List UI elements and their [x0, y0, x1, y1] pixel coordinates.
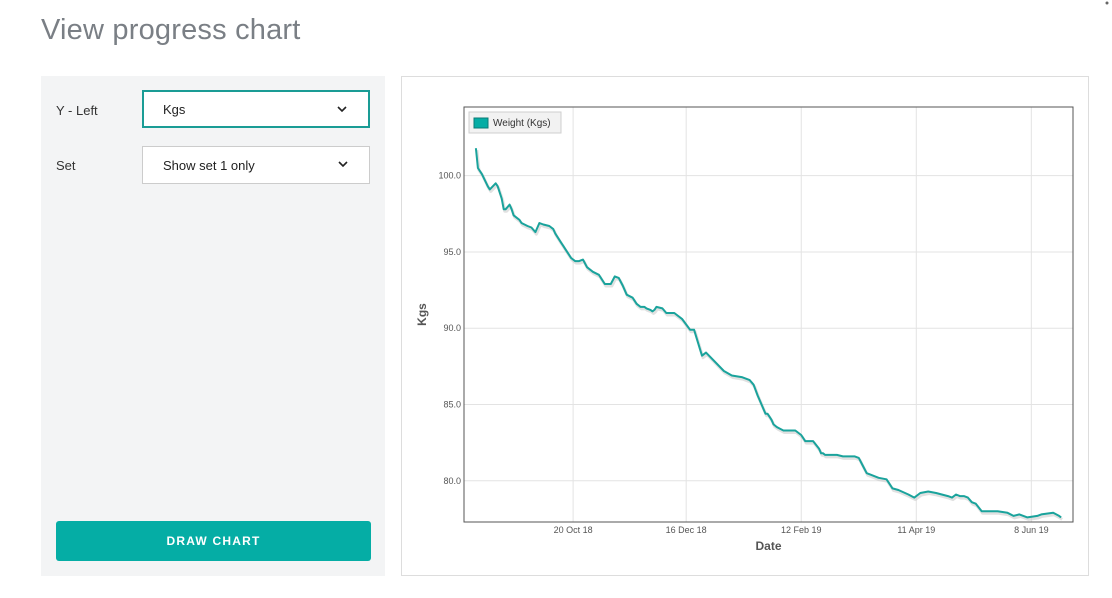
legend-swatch	[473, 117, 489, 129]
x-tick-label: 16 Dec 18	[666, 525, 707, 535]
y-tick-label: 90.0	[443, 323, 461, 333]
y-tick-label: 100.0	[438, 171, 461, 181]
y-left-select[interactable]: Kgs	[142, 90, 370, 128]
x-tick-label: 20 Oct 18	[554, 525, 593, 535]
legend-label: Weight (Kgs)	[493, 118, 551, 129]
chevron-down-icon	[337, 106, 347, 113]
chevron-down-icon	[338, 161, 348, 168]
series-line	[474, 148, 1062, 519]
corner-dot-icon	[1105, 1, 1109, 5]
x-tick-label: 11 Apr 19	[897, 525, 935, 535]
y-left-label: Y - Left	[56, 103, 98, 118]
chart-panel: 80.0 85.0 90.0 95.0 100.0 20 Oct 18 16 Dec 18 1…	[401, 76, 1089, 576]
y-tick-label: 80.0	[443, 476, 461, 486]
y-tick-label: 85.0	[443, 400, 461, 410]
chart-options-panel: Y - Left Kgs Set Show set 1 only DRAW CH…	[41, 76, 385, 576]
set-select[interactable]: Show set 1 only	[142, 146, 370, 184]
plot-frame	[463, 106, 1074, 523]
y-axis-label: Kgs	[415, 303, 429, 326]
page-title: View progress chart	[41, 14, 301, 46]
x-tick-label: 12 Feb 19	[781, 525, 822, 535]
set-select-value: Show set 1 only	[163, 158, 255, 173]
x-axis-label: Date	[755, 539, 781, 553]
progress-chart: 80.0 85.0 90.0 95.0 100.0 20 Oct 18 16 Dec 18 1…	[415, 106, 1074, 553]
legend-box	[468, 111, 562, 134]
x-tick-label: 8 Jun 19	[1014, 525, 1049, 535]
y-left-select-value: Kgs	[163, 102, 186, 117]
series-line-shadow	[475, 150, 1063, 521]
draw-chart-button[interactable]: DRAW CHART	[56, 521, 371, 561]
y-tick-label: 95.0	[443, 247, 461, 257]
set-label: Set	[56, 158, 76, 173]
